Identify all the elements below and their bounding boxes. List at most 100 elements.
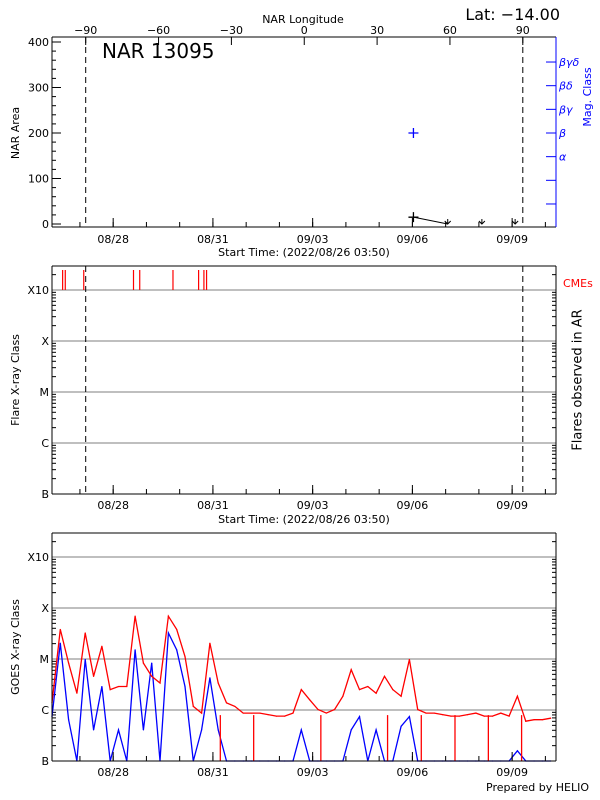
latitude-label: Lat: −14.00: [465, 5, 560, 24]
flare-class-panel: Flare X-ray Class Flares observed in AR …: [9, 265, 593, 526]
long-channel-point: [76, 692, 78, 694]
long-channel-point: [550, 717, 552, 719]
mag-class-label: βγ: [558, 103, 573, 116]
top-axis-tick-label: −30: [220, 24, 243, 37]
long-channel-point: [442, 713, 444, 716]
mag-class-label: βδ: [558, 80, 573, 93]
mag-class-label: βγδ: [558, 56, 580, 69]
short-channel-point: [92, 729, 95, 731]
y-axis-title: NAR Area: [9, 107, 22, 159]
right-axis-title: Mag. Class: [581, 67, 594, 126]
short-channel-point: [134, 649, 136, 651]
long-channel-point: [142, 662, 145, 664]
short-channel-point: [400, 725, 402, 727]
long-channel-point: [317, 708, 319, 711]
x-tick-label: 09/03: [297, 233, 329, 246]
y-axis-title: Flare X-ray Class: [9, 334, 22, 426]
long-channel-point: [59, 628, 61, 631]
short-channel-point: [375, 729, 377, 731]
long-channel-point: [325, 712, 327, 714]
mag-class-point: [408, 128, 419, 138]
long-channel-point: [217, 682, 219, 684]
long-channel-point: [392, 689, 394, 691]
area-point-plus: [408, 212, 419, 223]
x-tick-label: 08/28: [97, 499, 129, 512]
x-tick-label: 09/09: [496, 233, 528, 246]
long-channel-point: [134, 615, 136, 617]
long-channel-point: [400, 695, 402, 697]
long-channel-point: [525, 720, 527, 722]
top-axis-tick-label: 90: [516, 24, 530, 37]
x-tick-label: 09/06: [397, 233, 429, 246]
cme-label: CMEs: [563, 277, 593, 290]
y-tick-label: M: [40, 653, 50, 666]
x-tick-label: 08/28: [97, 766, 129, 779]
long-channel-point: [167, 615, 169, 617]
long-channel-point: [259, 712, 261, 714]
long-channel-point: [284, 715, 286, 717]
long-channel-point: [176, 628, 178, 631]
long-channel-point: [192, 705, 194, 708]
short-channel-point: [358, 716, 361, 718]
short-channel-point: [84, 658, 86, 661]
top-axis-tick-label: −60: [147, 24, 170, 37]
long-channel-point: [417, 708, 419, 711]
long-channel-point: [375, 692, 377, 694]
long-channel-point: [350, 669, 352, 671]
top-axis-title: NAR Longitude: [262, 13, 344, 26]
x-axis-title: Start Time: (2022/08/26 03:50): [218, 513, 390, 526]
y-tick-label: X: [41, 602, 49, 615]
long-channel-point: [333, 708, 336, 711]
y-tick-label: C: [41, 437, 49, 450]
long-channel-point: [508, 715, 510, 717]
y-tick-label: C: [41, 704, 49, 717]
right-axis-title: Flares observed in AR: [571, 309, 586, 450]
long-channel-point: [358, 689, 361, 691]
long-channel-point: [242, 712, 244, 714]
long-channel-point: [433, 712, 435, 714]
top-axis-tick-label: −90: [74, 24, 97, 37]
long-channel-point: [184, 655, 186, 658]
long-channel-point: [541, 719, 543, 721]
short-channel-point: [151, 662, 153, 664]
top-axis-tick-label: 0: [301, 24, 308, 37]
long-channel-point: [275, 715, 278, 717]
long-channel-point: [500, 712, 502, 714]
y-tick-label: B: [41, 488, 49, 501]
long-channel-point: [250, 712, 253, 714]
y-tick-label: M: [40, 386, 50, 399]
x-tick-label: 08/31: [197, 499, 229, 512]
long-channel-point: [342, 695, 344, 697]
short-channel-point: [350, 729, 352, 731]
long-channel-point: [450, 715, 452, 717]
long-channel-point: [475, 712, 477, 714]
y-tick-label: 200: [28, 127, 49, 140]
short-channel-point: [142, 729, 145, 731]
x-tick-label: 09/09: [496, 766, 528, 779]
short-channel-point: [184, 685, 186, 688]
top-axis-tick-label: 60: [443, 24, 457, 37]
x-tick-label: 08/31: [197, 233, 229, 246]
long-channel-point: [466, 713, 469, 716]
area-point-arrow-down: [511, 219, 519, 225]
y-tick-label: 0: [42, 218, 49, 231]
long-channel-point: [151, 675, 153, 677]
area-line: [413, 216, 448, 225]
y-tick-label: X10: [27, 284, 49, 297]
long-channel-point: [126, 685, 128, 688]
x-tick-label: 09/06: [397, 499, 429, 512]
long-channel-point: [491, 715, 494, 717]
nar-area-panel: NAR Longitude Lat: −14.00 NAR 13095 NAR …: [9, 5, 594, 259]
long-channel-point: [408, 658, 410, 661]
long-channel-point: [533, 719, 535, 721]
x-tick-label: 08/28: [97, 233, 129, 246]
area-point-arrow-down: [444, 219, 452, 225]
mag-class-label: β: [558, 127, 566, 140]
long-channel-point: [483, 715, 485, 717]
x-tick-label: 09/03: [297, 499, 329, 512]
long-channel-point: [225, 702, 228, 704]
y-tick-label: X10: [27, 551, 49, 564]
long-channel-point: [117, 685, 120, 688]
